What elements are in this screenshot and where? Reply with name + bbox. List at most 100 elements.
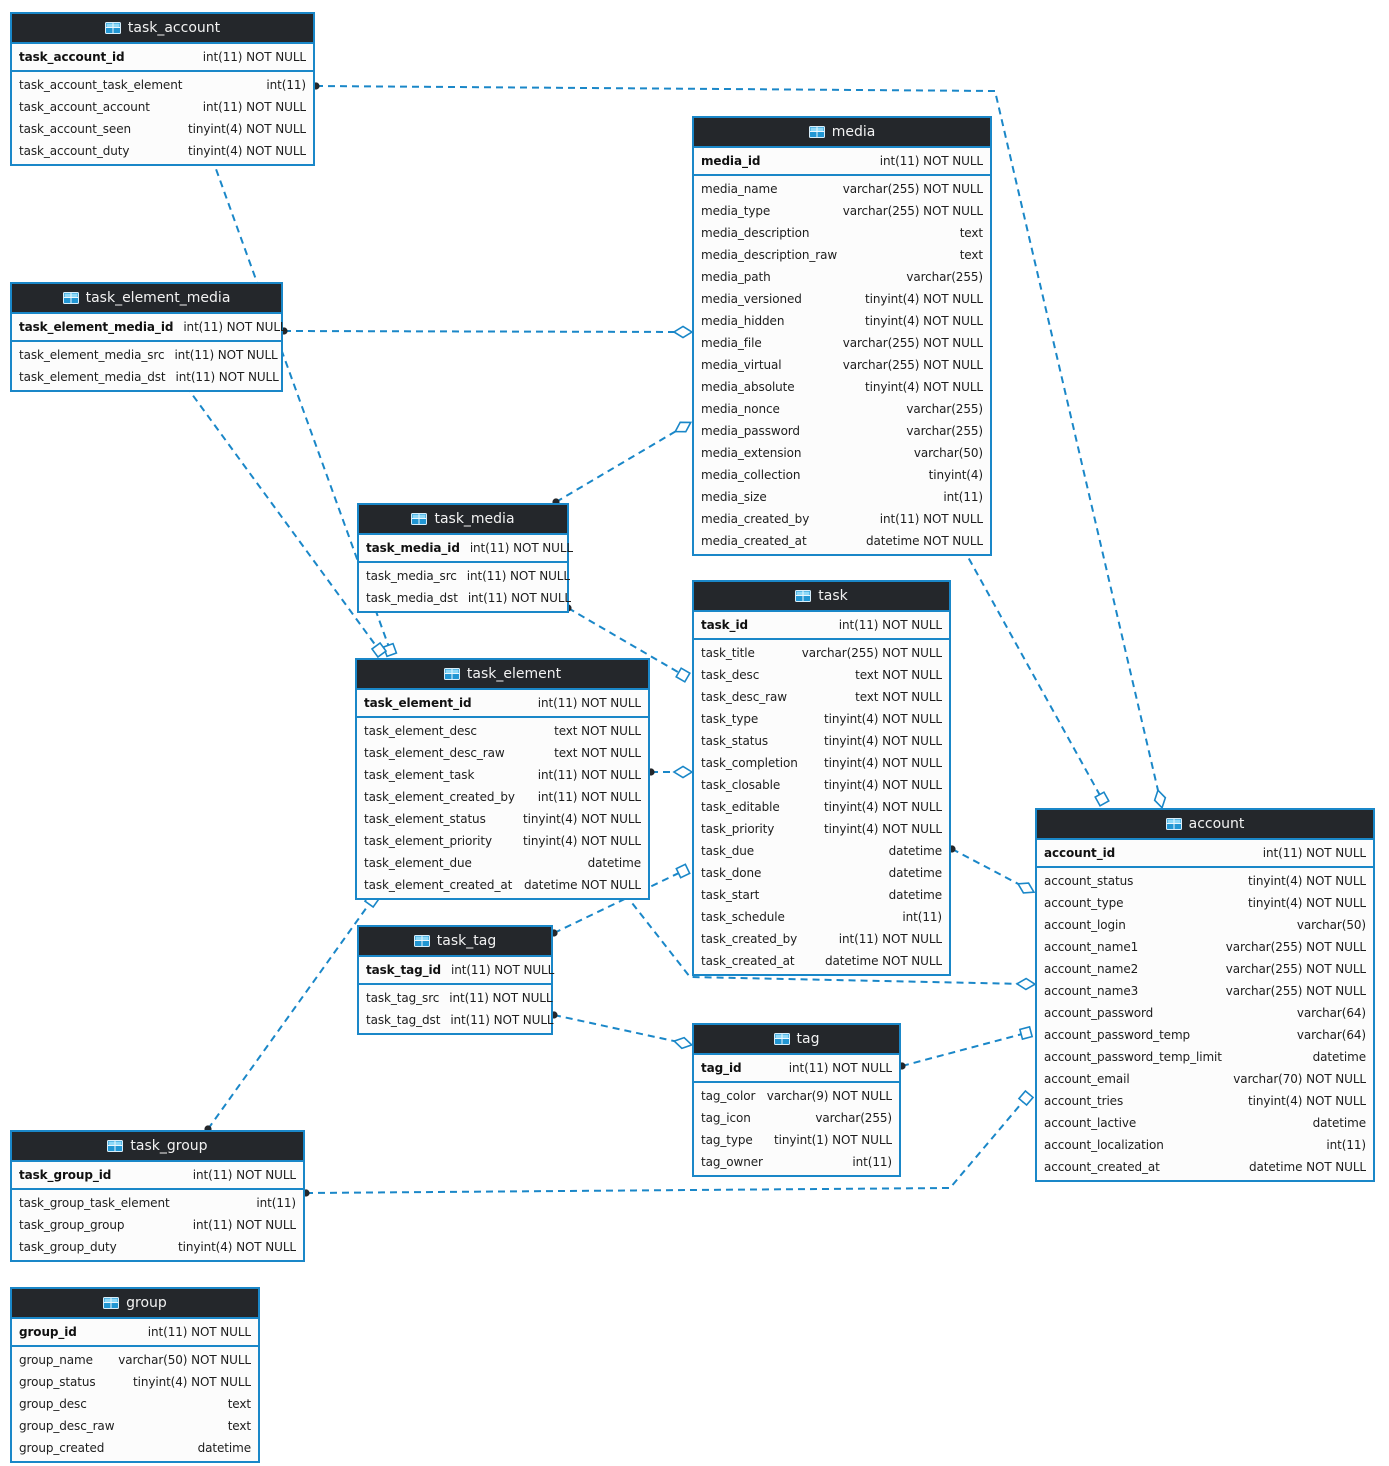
- column-row-account_tries: account_tries tinyint(4) NOT NULL: [1037, 1090, 1373, 1112]
- table-task[interactable]: task task_id int(11) NOT NULL task_title var…: [692, 580, 951, 976]
- column-type: text NOT NULL: [855, 690, 942, 704]
- table-title: task_element: [466, 666, 562, 682]
- column-type: tinyint(4): [928, 468, 983, 482]
- column-type: tinyint(4) NOT NULL: [864, 292, 983, 306]
- column-type: varchar(255) NOT NULL: [842, 358, 983, 372]
- table-header-task_group[interactable]: task_group: [12, 1132, 303, 1160]
- table-header-media[interactable]: media: [694, 118, 990, 146]
- columns-section: media_name varchar(255) NOT NULL media_typ…: [694, 174, 990, 554]
- column-type: tinyint(4) NOT NULL: [864, 314, 983, 328]
- table-task_account[interactable]: task_account task_account_id int(11) NOT N…: [10, 12, 315, 166]
- column-name: media_id: [701, 154, 761, 168]
- column-type: tinyint(4) NOT NULL: [823, 822, 942, 836]
- table-header-task_element[interactable]: task_element: [357, 660, 648, 688]
- diamond-endpoint-icon: [672, 1036, 694, 1050]
- table-task_element[interactable]: task_element task_element_id int(11) NOT N…: [355, 658, 650, 900]
- column-type: varchar(50): [1296, 918, 1366, 932]
- table-header-task[interactable]: task: [694, 582, 949, 610]
- primary-key-section: task_id int(11) NOT NULL: [694, 610, 949, 638]
- pk-column-row-task_tag_id: task_tag_id int(11) NOT NULL: [359, 957, 554, 983]
- column-name: account_password_temp_limit: [1044, 1050, 1222, 1064]
- column-type: int(11): [852, 1155, 892, 1169]
- column-name: tag_id: [701, 1061, 742, 1075]
- column-row-task_account_duty: task_account_duty tinyint(4) NOT NULL: [12, 140, 313, 162]
- column-name: task_element_priority: [364, 834, 492, 848]
- column-name: group_status: [19, 1375, 96, 1389]
- column-type: tinyint(4) NOT NULL: [823, 756, 942, 770]
- column-row-media_file: media_file varchar(255) NOT NULL: [694, 332, 990, 354]
- relationship-task_element_media-task_element: [185, 385, 380, 651]
- table-icon: [443, 668, 460, 680]
- table-task_group[interactable]: task_group task_group_id int(11) NOT NULL t…: [10, 1130, 305, 1262]
- column-name: tag_type: [701, 1133, 753, 1147]
- column-row-task_element_desc: task_element_desc text NOT NULL: [357, 720, 648, 742]
- column-type: int(11): [902, 910, 942, 924]
- column-row-tag_icon: tag_icon varchar(255): [694, 1107, 899, 1129]
- column-row-account_email: account_email varchar(70) NOT NULL: [1037, 1068, 1373, 1090]
- column-name: tag_icon: [701, 1111, 751, 1125]
- column-row-task_media_src: task_media_src int(11) NOT NULL: [359, 565, 570, 587]
- column-name: account_name2: [1044, 962, 1139, 976]
- table-header-group[interactable]: group: [12, 1289, 258, 1317]
- column-type: int(11) NOT NULL: [467, 591, 572, 605]
- column-name: account_password_temp: [1044, 1028, 1191, 1042]
- column-name: group_created: [19, 1441, 105, 1455]
- column-row-account_name1: account_name1 varchar(255) NOT NULL: [1037, 936, 1373, 958]
- table-title: tag: [796, 1031, 820, 1047]
- column-type: tinyint(4) NOT NULL: [823, 712, 942, 726]
- table-header-task_element_media[interactable]: task_element_media: [12, 284, 281, 312]
- column-name: group_desc_raw: [19, 1419, 115, 1433]
- column-row-media_description: media_description text: [694, 222, 990, 244]
- column-type: int(11) NOT NULL: [838, 932, 942, 946]
- column-type: datetime: [888, 844, 942, 858]
- relationship-task_media-media: [555, 426, 684, 503]
- table-icon: [795, 590, 812, 602]
- primary-key-section: account_id int(11) NOT NULL: [1037, 838, 1373, 866]
- table-header-account[interactable]: account: [1037, 810, 1373, 838]
- column-name: group_name: [19, 1353, 93, 1367]
- table-tag[interactable]: tag tag_id int(11) NOT NULL tag_color varcha…: [692, 1023, 901, 1177]
- table-media[interactable]: media media_id int(11) NOT NULL media_name v…: [692, 116, 992, 556]
- column-row-group_desc: group_desc text: [12, 1393, 258, 1415]
- column-type: tinyint(4) NOT NULL: [1247, 896, 1366, 910]
- column-row-tag_owner: tag_owner int(11): [694, 1151, 899, 1173]
- column-type: datetime NOT NULL: [866, 534, 983, 548]
- column-type: varchar(255): [906, 402, 983, 416]
- table-task_media[interactable]: task_media task_media_id int(11) NOT NULL t…: [357, 503, 573, 613]
- column-row-task_closable: task_closable tinyint(4) NOT NULL: [694, 774, 949, 796]
- columns-section: task_element_desc text NOT NULL task_eleme…: [357, 716, 648, 898]
- column-type: text: [959, 248, 983, 262]
- column-name: media_description: [701, 226, 810, 240]
- column-type: int(11) NOT NULL: [469, 541, 574, 555]
- column-row-media_created_at: media_created_at datetime NOT NULL: [694, 530, 990, 552]
- column-type: tinyint(4) NOT NULL: [132, 1375, 251, 1389]
- column-row-group_name: group_name varchar(50) NOT NULL: [12, 1349, 258, 1371]
- column-row-account_password_temp: account_password_temp varchar(64): [1037, 1024, 1373, 1046]
- column-row-task_created_at: task_created_at datetime NOT NULL: [694, 950, 949, 972]
- column-row-task_title: task_title varchar(255) NOT NULL: [694, 642, 949, 664]
- table-header-tag[interactable]: tag: [694, 1025, 899, 1053]
- column-type: int(11): [1326, 1138, 1366, 1152]
- column-type: varchar(255) NOT NULL: [842, 182, 983, 196]
- column-name: task_done: [701, 866, 762, 880]
- table-header-task_media[interactable]: task_media: [359, 505, 567, 533]
- table-account[interactable]: account account_id int(11) NOT NULL account…: [1035, 808, 1375, 1182]
- table-group[interactable]: group group_id int(11) NOT NULL group_name v…: [10, 1287, 260, 1463]
- column-name: task_title: [701, 646, 755, 660]
- column-row-account_type: account_type tinyint(4) NOT NULL: [1037, 892, 1373, 914]
- column-name: task_priority: [701, 822, 775, 836]
- column-name: media_password: [701, 424, 800, 438]
- column-type: tinyint(4) NOT NULL: [823, 778, 942, 792]
- table-header-task_tag[interactable]: task_tag: [359, 927, 551, 955]
- column-name: media_virtual: [701, 358, 782, 372]
- column-row-media_versioned: media_versioned tinyint(4) NOT NULL: [694, 288, 990, 310]
- column-row-task_media_dst: task_media_dst int(11) NOT NULL: [359, 587, 571, 609]
- table-task_element_media[interactable]: task_element_media task_element_media_id i…: [10, 282, 287, 392]
- column-name: task_due: [701, 844, 755, 858]
- column-row-task_element_due: task_element_due datetime: [357, 852, 648, 874]
- table-header-task_account[interactable]: task_account: [12, 14, 313, 42]
- column-name: task_media_id: [366, 541, 460, 555]
- relationship-task_element-account: [624, 893, 1027, 985]
- table-task_tag[interactable]: task_tag task_tag_id int(11) NOT NULL task_…: [357, 925, 554, 1035]
- column-type: tinyint(4) NOT NULL: [522, 834, 641, 848]
